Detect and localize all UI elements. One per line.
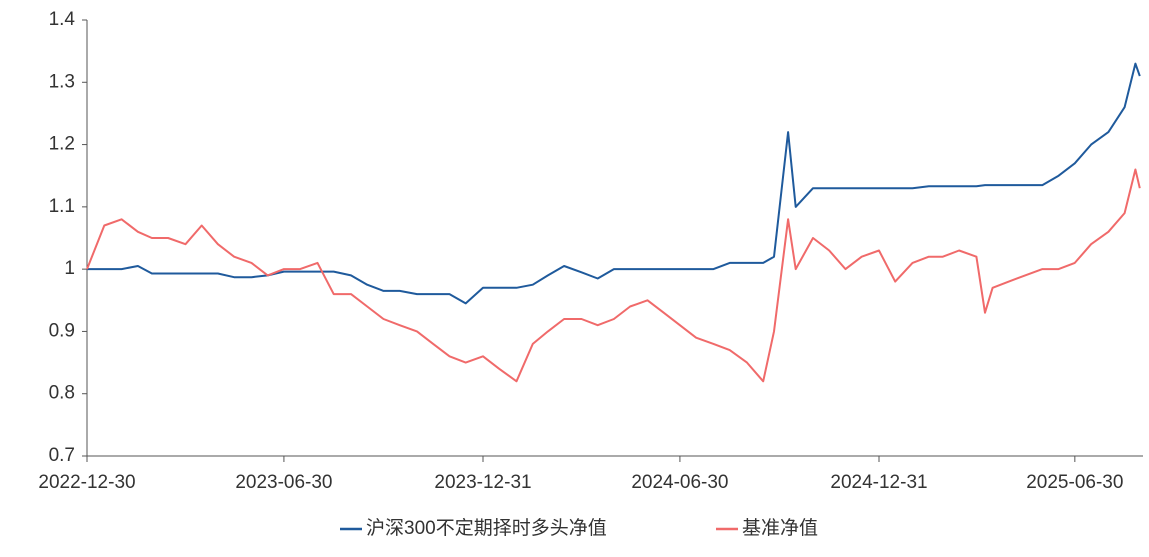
y-tick-label: 1 xyxy=(64,258,75,279)
x-tick-label: 2023-12-31 xyxy=(434,472,531,493)
series-line xyxy=(86,168,1141,383)
y-tick-label: 1.1 xyxy=(49,196,75,217)
y-tick-label: 0.8 xyxy=(49,383,75,404)
y-tick-label: 1.2 xyxy=(49,134,75,155)
x-tick-label: 2025-06-30 xyxy=(1026,472,1123,493)
legend-label: 沪深300不定期择时多头净值 xyxy=(366,517,607,539)
legend-label: 基准净值 xyxy=(742,517,818,539)
y-tick-label: 0.9 xyxy=(49,320,75,341)
x-tick-label: 2024-06-30 xyxy=(631,472,728,493)
x-tick-label: 2024-12-31 xyxy=(830,472,927,493)
y-tick-label: 1.4 xyxy=(49,9,76,30)
series-line xyxy=(87,62,1141,305)
y-tick-label: 0.7 xyxy=(49,445,75,466)
x-tick-label: 2023-06-30 xyxy=(235,472,332,493)
x-tick-label: 2022-12-30 xyxy=(38,472,135,493)
y-tick-label: 1.3 xyxy=(49,71,75,92)
